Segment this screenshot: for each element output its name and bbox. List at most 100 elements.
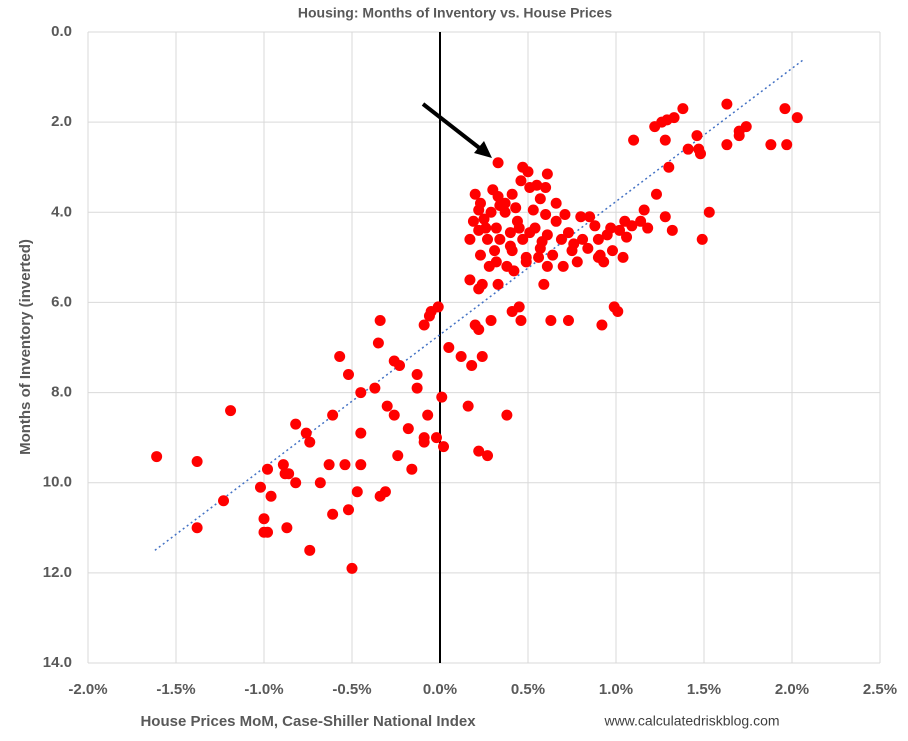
point — [469, 188, 481, 200]
point — [225, 405, 237, 417]
point — [392, 450, 404, 462]
x-tick-label: -1.5% — [156, 681, 195, 698]
point — [355, 387, 367, 399]
point — [592, 233, 604, 245]
x-tick-label: 0.5% — [511, 681, 545, 698]
point — [501, 409, 513, 421]
point — [696, 233, 708, 245]
point — [432, 301, 444, 313]
point — [659, 211, 671, 223]
point — [638, 204, 650, 216]
x-tick-label: 2.0% — [775, 681, 809, 698]
point — [476, 278, 488, 290]
point — [467, 215, 479, 227]
point — [596, 319, 608, 331]
point — [559, 209, 571, 221]
point — [304, 436, 316, 448]
point — [515, 314, 527, 326]
point — [550, 197, 562, 209]
point — [342, 369, 354, 381]
point — [314, 477, 326, 489]
point — [504, 240, 516, 252]
plot-area: 0.0 2.0 4.0 6.0 8.0 10.0 12.0 14.0 -2.0% -1.5% -1.… — [43, 23, 897, 698]
chart-title: Housing: Months of Inventory vs. House P… — [298, 5, 612, 21]
x-tick-label: 2.5% — [863, 681, 897, 698]
point — [430, 432, 442, 444]
point — [508, 265, 520, 277]
point — [374, 314, 386, 326]
point — [327, 409, 339, 421]
point — [411, 382, 423, 394]
point — [721, 98, 733, 110]
point — [524, 181, 536, 193]
point — [485, 206, 497, 218]
point — [474, 249, 486, 261]
point — [492, 278, 504, 290]
point — [346, 562, 358, 574]
point — [339, 459, 351, 471]
point — [677, 103, 689, 115]
point — [635, 215, 647, 227]
point — [642, 222, 654, 234]
point — [462, 400, 474, 412]
point — [281, 522, 293, 534]
point — [418, 436, 430, 448]
point — [290, 477, 302, 489]
point — [342, 504, 354, 516]
point — [520, 256, 532, 268]
point — [538, 278, 550, 290]
point — [369, 382, 381, 394]
point — [522, 166, 534, 178]
point — [262, 526, 274, 538]
point — [490, 256, 502, 268]
point — [489, 245, 501, 257]
point — [372, 337, 384, 349]
point — [628, 134, 640, 146]
point — [191, 456, 203, 468]
point — [283, 468, 295, 480]
x-tick-label: 1.0% — [599, 681, 633, 698]
point — [513, 222, 525, 234]
point — [473, 204, 485, 216]
y-tick-label: 12.0 — [43, 564, 72, 581]
point — [557, 260, 569, 272]
x-tick-label: 0.0% — [423, 681, 457, 698]
point — [265, 490, 277, 502]
y-tick-label: 14.0 — [43, 654, 72, 671]
point — [779, 103, 791, 115]
point — [541, 168, 553, 180]
point — [577, 233, 589, 245]
point — [504, 227, 516, 239]
point — [418, 319, 430, 331]
point — [402, 423, 414, 435]
point — [254, 481, 266, 493]
point — [492, 191, 504, 203]
x-axis-label: House Prices MoM, Case-Shiller National … — [140, 713, 476, 730]
point — [476, 351, 488, 363]
point — [466, 360, 478, 372]
point — [381, 400, 393, 412]
point — [422, 409, 434, 421]
point — [506, 305, 518, 317]
x-tick-label: -2.0% — [68, 681, 107, 698]
point — [534, 193, 546, 205]
point — [524, 227, 536, 239]
point — [515, 175, 527, 187]
y-tick-label: 10.0 — [43, 474, 72, 491]
y-tick-label: 4.0 — [51, 203, 72, 220]
y-tick-label: 2.0 — [51, 113, 72, 130]
point — [406, 463, 418, 475]
point — [277, 459, 289, 471]
trendline — [154, 58, 805, 551]
point — [541, 260, 553, 272]
point — [506, 188, 518, 200]
source: www.calculatedriskblog.com — [603, 713, 779, 729]
point — [485, 314, 497, 326]
y-tick-label: 6.0 — [51, 293, 72, 310]
point — [791, 112, 803, 124]
point — [304, 544, 316, 556]
point — [443, 342, 455, 353]
point — [612, 305, 624, 317]
point — [438, 441, 450, 453]
